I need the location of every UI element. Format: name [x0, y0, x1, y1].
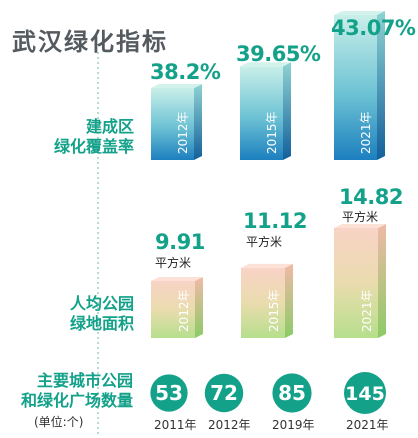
coverage-bar-top [151, 84, 202, 88]
coverage-bar-top [240, 62, 291, 67]
coverage-bar-year-label: 2021年 [359, 111, 373, 154]
green-area-bar-year-label: 2021年 [360, 289, 374, 332]
coverage-bar-side [283, 62, 291, 160]
coverage-value-2012: 38.2% [150, 60, 221, 84]
coverage-bar-top [334, 10, 385, 15]
green-area-unit-2012: 平方米 [155, 256, 192, 270]
green-area-bar-top [151, 277, 203, 281]
coverage-bar-front [334, 14, 377, 161]
park-year-2011: 2011年 [154, 418, 197, 432]
green-area-bar-top [241, 263, 293, 268]
park-circle-2011年: 53 [150, 374, 188, 412]
coverage-bar-2021年: 2021年 [334, 10, 385, 161]
green-area-bar-2015年: 2015年 [241, 263, 293, 338]
green-area-bar-front [334, 227, 378, 338]
green-area-bar-side [378, 223, 386, 338]
coverage-label-line2: 绿化覆盖率 [53, 137, 134, 156]
green-area-bar-side [195, 277, 203, 338]
coverage-label: 建成区 绿化覆盖率 [54, 117, 134, 157]
park-circle-shape [150, 374, 188, 412]
green-area-label-line1: 人均公园 [69, 294, 134, 313]
green-area-bars: 2012年 2015年 2021年 [151, 223, 386, 338]
coverage-label-line1: 建成区 [85, 117, 134, 136]
parks-unit-note: (单位:个) [34, 415, 84, 429]
coverage-bar-year-label: 2012年 [176, 111, 190, 154]
coverage-bar-front [240, 66, 283, 160]
green-area-bar-side [285, 263, 293, 338]
coverage-bar-2012年: 2012年 [151, 84, 202, 160]
green-area-value-2015: 11.12 [243, 209, 307, 233]
green-area-value-2012: 9.91 [155, 230, 205, 254]
green-area-bar-2012年: 2012年 [151, 277, 203, 338]
park-year-2019: 2019年 [272, 418, 315, 432]
park-circle-value: 145 [345, 383, 385, 405]
park-circle-value: 72 [210, 381, 238, 405]
green-area-bar-2021年: 2021年 [334, 223, 386, 338]
park-circle-shape [204, 373, 244, 413]
coverage-value-2021: 43.07% [331, 16, 416, 40]
park-circle-value: 53 [155, 381, 183, 405]
coverage-value-2015: 39.65% [236, 42, 321, 66]
parks-label-line2: 和绿化广场数量 [20, 391, 133, 410]
green-area-bar-top [334, 223, 386, 228]
park-year-2021: 2021年 [346, 418, 389, 432]
park-circle-2012年: 72 [204, 373, 244, 413]
parks-label: 主要城市公园 和绿化广场数量 [21, 371, 133, 411]
park-circles: 53 72 85 145 [150, 372, 386, 414]
park-circle-2019年: 85 [272, 373, 312, 413]
green-area-unit-2015: 平方米 [246, 235, 283, 249]
coverage-bar-side [194, 84, 202, 160]
green-area-bar-year-label: 2012年 [177, 289, 191, 332]
park-circle-shape [272, 373, 312, 413]
park-circle-value: 85 [278, 381, 306, 405]
park-circle-2021年: 145 [344, 372, 386, 414]
green-area-value-2021: 14.82 [339, 185, 403, 209]
coverage-bars: 2012年 2015年 2021年 [151, 10, 385, 161]
coverage-bar-front [151, 88, 194, 160]
park-year-2012: 2012年 [208, 418, 251, 432]
green-area-bar-front [241, 267, 285, 338]
green-area-label: 人均公园 绿地面积 [70, 294, 134, 334]
page-title: 武汉绿化指标 [12, 28, 168, 56]
park-circle-shape [344, 372, 386, 414]
green-area-label-line2: 绿地面积 [69, 314, 134, 333]
coverage-bar-year-label: 2015年 [265, 111, 279, 154]
green-area-bar-front [151, 281, 195, 338]
green-area-unit-2021: 平方米 [342, 210, 379, 224]
coverage-bar-side [377, 10, 385, 161]
coverage-bar-2015年: 2015年 [240, 62, 291, 160]
green-area-bar-year-label: 2015年 [267, 289, 281, 332]
parks-label-line1: 主要城市公园 [36, 371, 133, 390]
